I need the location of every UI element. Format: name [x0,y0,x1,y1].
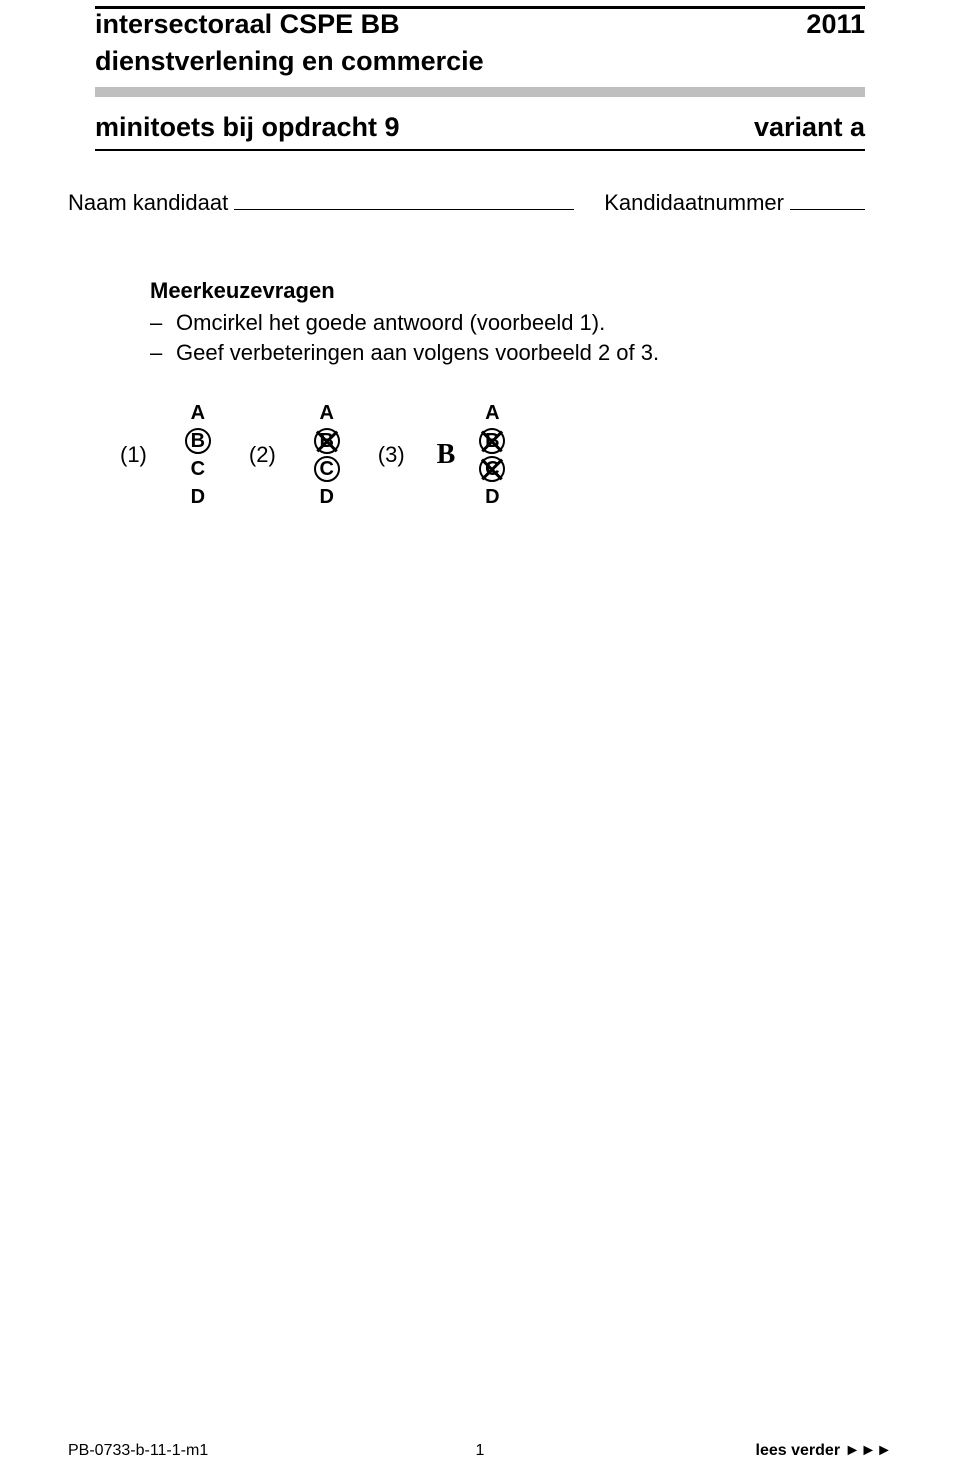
letter-A: A [320,401,334,425]
circle-icon [314,456,340,482]
mc-instructions: Meerkeuzevragen – Omcirkel het goede ant… [150,278,865,370]
ex2-A: A [314,400,340,426]
ex1-C: C [185,456,211,482]
mc-text-2: Geef verbeteringen aan volgens voorbeeld… [176,340,659,366]
mc-dash-2: – [150,340,176,366]
example-col-1: A B C D [185,400,211,510]
letter-D: D [320,485,334,509]
header-divider [95,87,865,97]
letter-D: D [191,485,205,509]
footer: PB-0733-b-11-1-m1 1 lees verder ►►► [68,1442,892,1460]
ex3-D: D [479,484,505,510]
mc-text-1: Omcirkel het goede antwoord (voorbeeld 1… [176,310,605,336]
subheader: minitoets bij opdracht 9 variant a [95,112,865,151]
header-subtitle: dienstverlening en commercie [95,46,865,77]
example-number-2: (2) [249,442,276,468]
letter-D: D [485,485,499,509]
example-number-3: (3) [378,442,405,468]
subheader-right: variant a [754,112,865,143]
header-title: intersectoraal CSPE BB [95,9,400,40]
letter-C: C [191,457,205,481]
ex3-C: C [479,456,505,482]
name-input-line[interactable] [234,190,574,210]
number-label: Kandidaatnummer [604,190,784,216]
ex2-C: C [314,456,340,482]
letter-A: A [191,401,205,425]
ex1-B: B [185,428,211,454]
footer-right: lees verder ►►► [756,1442,892,1460]
mc-item-2: – Geef verbeteringen aan volgens voorbee… [150,340,865,366]
subheader-left: minitoets bij opdracht 9 [95,112,400,143]
footer-page-number: 1 [476,1442,485,1460]
ex1-A: A [185,400,211,426]
ex3-B: B [479,428,505,454]
mc-dash-1: – [150,310,176,336]
example-col-2: A B C D [314,400,340,510]
header-year: 2011 [806,9,865,40]
example-number-1: (1) [120,442,147,468]
handwritten-B: B [437,439,456,471]
subheader-line: minitoets bij opdracht 9 variant a [95,112,865,151]
number-input-line[interactable] [790,190,865,210]
header: intersectoraal CSPE BB 2011 dienstverlen… [95,6,865,97]
mc-title: Meerkeuzevragen [150,278,865,304]
candidate-row: Naam kandidaat Kandidaatnummer [68,190,865,216]
ex2-D: D [314,484,340,510]
examples-row: (1) A B C D (2) A B C D (3) B A B C D [120,400,505,510]
mc-item-1: – Omcirkel het goede antwoord (voorbeeld… [150,310,865,336]
page: intersectoraal CSPE BB 2011 dienstverlen… [0,0,960,1478]
ex1-D: D [185,484,211,510]
example-col-3: A B C D [479,400,505,510]
header-line1: intersectoraal CSPE BB 2011 [95,6,865,40]
name-label: Naam kandidaat [68,190,228,216]
ex2-B: B [314,428,340,454]
footer-left: PB-0733-b-11-1-m1 [68,1442,208,1460]
letter-A: A [485,401,499,425]
ex3-A: A [479,400,505,426]
circle-icon [185,428,211,454]
